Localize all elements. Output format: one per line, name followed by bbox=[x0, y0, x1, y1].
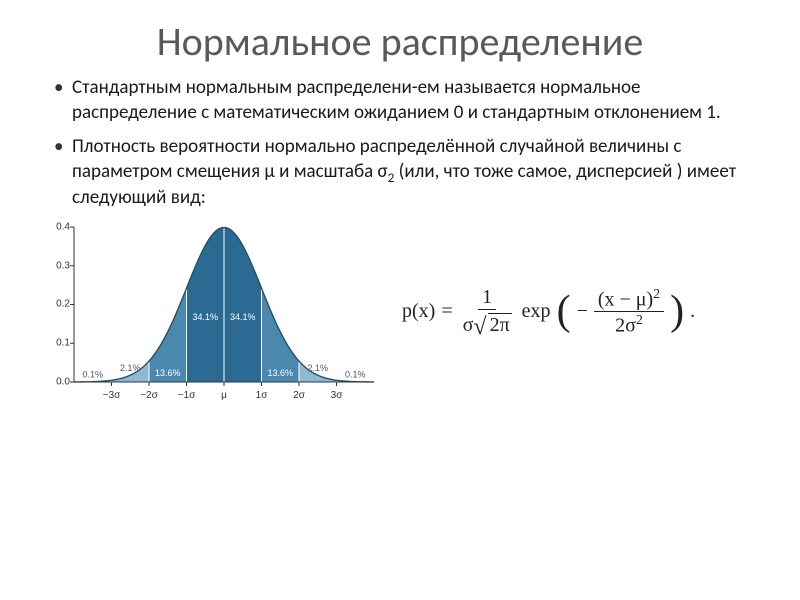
bullet-list: Стандартным нормальным распределени-ем н… bbox=[50, 76, 750, 211]
frac1-sqrt: 2π bbox=[488, 313, 512, 336]
formula-frac2: (x − μ)2 2σ2 bbox=[594, 286, 664, 338]
frac2-num-exp: 2 bbox=[653, 287, 660, 302]
frac2-den-a: 2σ bbox=[615, 315, 636, 337]
formula-eq: = bbox=[441, 300, 452, 323]
frac1-sigma: σ bbox=[463, 314, 474, 336]
chart-svg: 0.1% 2.1% 13.6% 34.1% 34.1% 13.6% 2.1% 0.1% bbox=[44, 217, 384, 407]
xtick-label: μ bbox=[221, 390, 227, 401]
ytick-label: 0.0 bbox=[46, 376, 70, 387]
svg-text:0.1%: 0.1% bbox=[82, 369, 103, 379]
normal-distribution-chart: 0.1% 2.1% 13.6% 34.1% 34.1% 13.6% 2.1% 0.1% 0.0… bbox=[44, 217, 384, 407]
formula-dot: . bbox=[690, 300, 695, 323]
svg-text:13.6%: 13.6% bbox=[155, 368, 181, 378]
svg-text:2.1%: 2.1% bbox=[307, 363, 328, 373]
svg-text:34.1%: 34.1% bbox=[230, 312, 256, 322]
slide-title: Нормальное распределение bbox=[50, 20, 750, 64]
xtick-label: 1σ bbox=[256, 390, 268, 401]
svg-text:34.1%: 34.1% bbox=[192, 312, 218, 322]
xtick-label: −3σ bbox=[103, 390, 121, 401]
density-formula: p(x) = 1 σ√2π exp ( − (x − μ)2 2σ2 ) . bbox=[402, 285, 750, 338]
formula-exp: exp bbox=[522, 300, 551, 323]
slide: Нормальное распределение Стандартным нор… bbox=[0, 0, 800, 600]
bullet-1: Стандартным нормальным распределени-ем н… bbox=[72, 76, 750, 125]
frac1-num: 1 bbox=[478, 285, 496, 310]
frac2-num-a: (x − μ) bbox=[598, 288, 653, 310]
frac2-den: 2σ2 bbox=[611, 312, 647, 338]
ytick-label: 0.2 bbox=[46, 299, 70, 310]
xtick-label: 2σ bbox=[293, 390, 305, 401]
frac1-den: σ√2π bbox=[459, 310, 516, 338]
svg-text:2.1%: 2.1% bbox=[120, 363, 141, 373]
formula-px: p(x) bbox=[402, 300, 435, 323]
xtick-label: −1σ bbox=[178, 390, 196, 401]
bottom-row: 0.1%2.1%13.6%34.1%34.1%13.6%2.1%0.1% 0.0… bbox=[50, 217, 750, 407]
formula-minus: − bbox=[577, 300, 588, 323]
frac2-num: (x − μ)2 bbox=[594, 286, 664, 313]
ytick-label: 0.4 bbox=[46, 221, 70, 232]
svg-text:0.1%: 0.1% bbox=[345, 369, 366, 379]
frac2-den-exp: 2 bbox=[636, 313, 643, 328]
svg-text:13.6%: 13.6% bbox=[267, 368, 293, 378]
xtick-label: −2σ bbox=[140, 390, 158, 401]
bullet-2: Плотность вероятности нормально распреде… bbox=[72, 135, 750, 210]
ytick-label: 0.3 bbox=[46, 260, 70, 271]
ytick-label: 0.1 bbox=[46, 338, 70, 349]
xtick-label: 3σ bbox=[331, 390, 343, 401]
formula-frac1: 1 σ√2π bbox=[459, 285, 516, 338]
